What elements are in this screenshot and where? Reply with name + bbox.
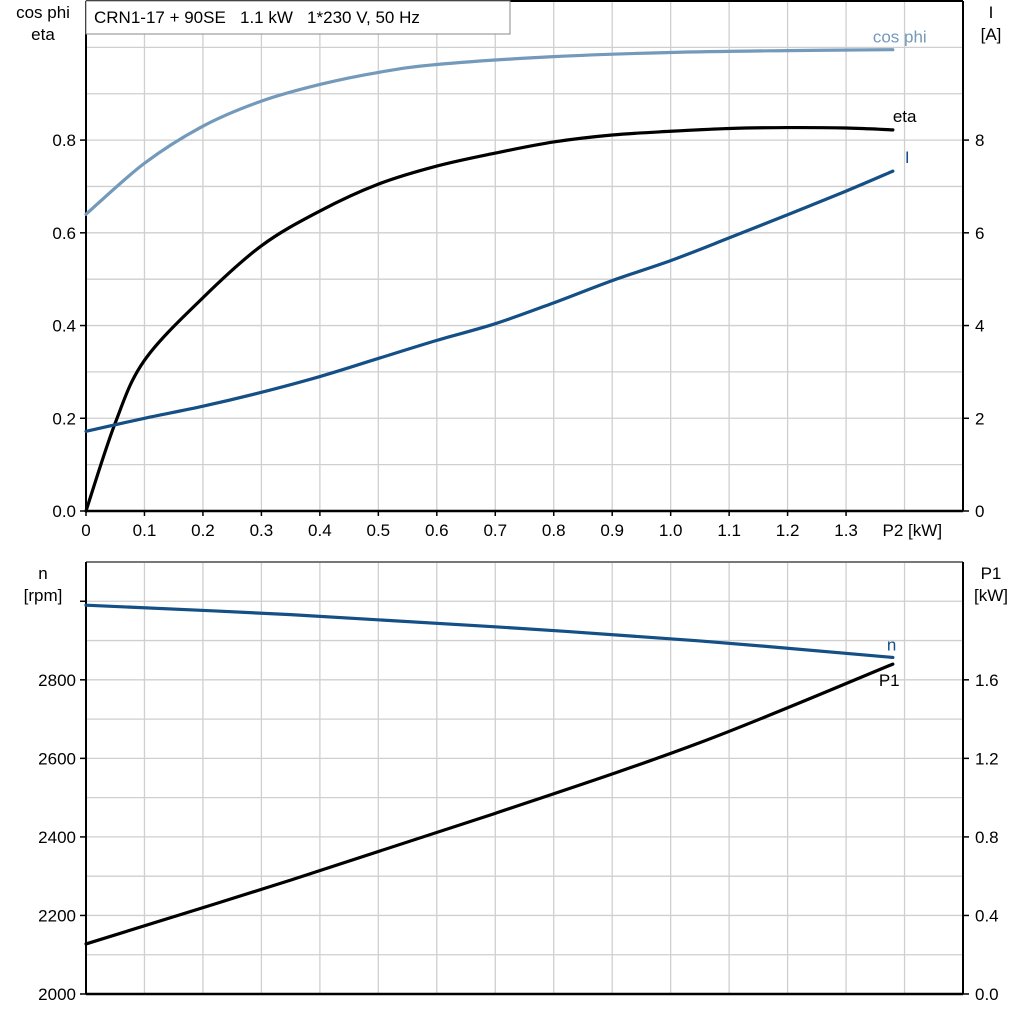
left-tick-label: 2800 xyxy=(38,671,76,690)
series-line-i xyxy=(84,169,895,433)
right-tick-label: 2 xyxy=(975,409,984,428)
right-tick-label: 0.0 xyxy=(975,985,999,1004)
left-tick-label: 0.4 xyxy=(52,317,76,336)
left-tick-label: 2000 xyxy=(38,985,76,1004)
left-axis-label: eta xyxy=(31,25,55,44)
x-tick-label: 1.3 xyxy=(834,521,858,540)
top-chart: 0.0 0.2 0.4 0.6 0.8 0 2 4 6 8 cos phi eta I [A] 0 0.1 0.… xyxy=(16,0,1002,540)
x-tick-label: 0 xyxy=(81,521,90,540)
x-tick-label: 1.2 xyxy=(776,521,800,540)
x-tick-label: 0.3 xyxy=(250,521,274,540)
right-tick-label: 1.6 xyxy=(975,671,999,690)
right-tick-label: 1.2 xyxy=(975,749,999,768)
right-tick-label: 0.8 xyxy=(975,828,999,847)
left-axis-label: cos phi xyxy=(16,3,70,22)
x-tick-label: 1.1 xyxy=(717,521,741,540)
chart-title: CRN1-17 + 90SE 1.1 kW 1*230 V, 50 Hz xyxy=(94,8,420,27)
right-tick-label: 6 xyxy=(975,224,984,243)
left-tick-label: 0.2 xyxy=(52,409,76,428)
left-tick-label: 0.8 xyxy=(52,131,76,150)
bottom-chart: 2000 2200 2400 2600 2800 0.0 0.4 0.8 1.2 1.6 n [rpm… xyxy=(24,561,1008,1004)
left-tick-label: 2200 xyxy=(38,906,76,925)
x-tick-label: 1.0 xyxy=(659,521,683,540)
left-tick-label: 2400 xyxy=(38,828,76,847)
x-axis-label: P2 [kW] xyxy=(883,521,943,540)
left-tick-label: 0.0 xyxy=(52,502,76,521)
x-tick-label: 0.7 xyxy=(483,521,507,540)
series-label-n: n xyxy=(887,635,896,654)
x-tick-label: 0.5 xyxy=(367,521,391,540)
title-box: CRN1-17 + 90SE 1.1 kW 1*230 V, 50 Hz xyxy=(85,0,511,35)
right-tick-label: 4 xyxy=(975,317,984,336)
series-label-eta: eta xyxy=(893,107,917,126)
series-label-p1: P1 xyxy=(879,671,900,690)
series-line-n xyxy=(84,603,895,660)
right-axis-label: [A] xyxy=(981,25,1002,44)
right-tick-label: 0.4 xyxy=(975,906,999,925)
series-line-cos-phi xyxy=(84,48,895,216)
series-line-eta xyxy=(84,125,895,513)
series-line-p1 xyxy=(84,662,895,946)
right-tick-label: 0 xyxy=(975,502,984,521)
x-tick-label: 0.8 xyxy=(542,521,566,540)
right-tick-label: 8 xyxy=(975,131,984,150)
left-tick-label: 0.6 xyxy=(52,224,76,243)
series-label-i: I xyxy=(905,148,910,167)
x-tick-label: 0.9 xyxy=(600,521,624,540)
left-axis-label: [rpm] xyxy=(24,586,63,605)
right-axis-label: I xyxy=(989,3,994,22)
left-tick-label: 2600 xyxy=(38,749,76,768)
right-axis-label: P1 xyxy=(981,564,1002,583)
x-tick-label: 0.6 xyxy=(425,521,449,540)
right-axis-label: [kW] xyxy=(974,586,1008,605)
x-tick-label: 0.1 xyxy=(133,521,157,540)
series-label-cos-phi: cos phi xyxy=(873,28,927,47)
x-tick-label: 0.2 xyxy=(191,521,215,540)
left-axis-label: n xyxy=(38,564,47,583)
x-tick-label: 0.4 xyxy=(308,521,332,540)
